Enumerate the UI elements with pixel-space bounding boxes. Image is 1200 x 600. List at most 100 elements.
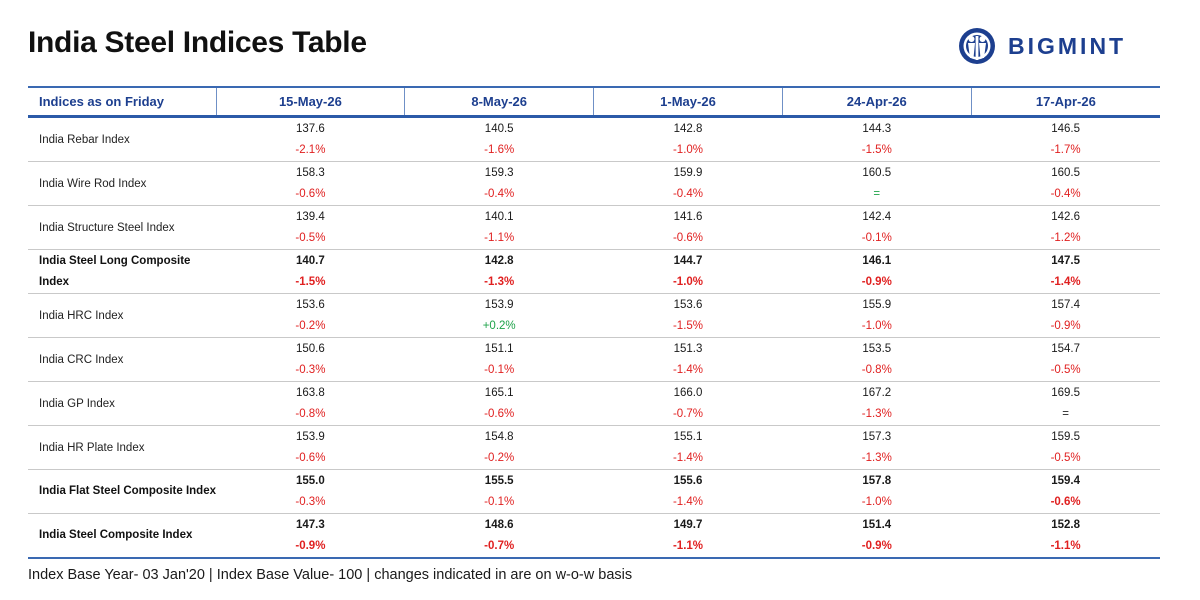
index-cell: 147.3 -0.9% [216,514,405,559]
index-value: 159.3 [484,167,514,179]
index-value: 153.9 [296,431,325,443]
index-cell: 160.5 = [782,161,972,206]
weekly-change: -0.5% [295,232,326,244]
index-cell: 157.3 -1.3% [782,425,972,470]
index-cell: 139.4 -0.5% [216,205,405,250]
weekly-change: -0.2% [295,320,326,332]
index-name: India CRC Index [28,337,216,382]
table-row: India HR Plate Index 153.9 -0.6% 154.8 -0.2%… [28,425,1160,470]
weekly-change: -1.1% [672,540,704,552]
weekly-change: -0.3% [295,496,326,508]
index-cell: 159.4 -0.6% [971,469,1160,514]
index-cell: 152.8 -1.1% [971,514,1160,559]
header-date: 24-Apr-26 [781,87,972,118]
index-name: India HRC Index [28,293,216,338]
index-cell: 148.6 -0.7% [405,514,594,559]
index-cell: 155.1 -1.4% [593,425,783,470]
table-row: India Wire Rod Index 158.3 -0.6% 159.3 -0.4%… [28,161,1160,206]
index-value: 153.6 [296,299,325,311]
index-cell: 153.9 +0.2% [404,293,594,338]
index-value: 154.8 [484,431,514,443]
index-value: 155.5 [484,475,514,487]
index-value: 147.5 [1051,255,1080,267]
page-title: India Steel Indices Table [28,26,367,59]
index-cell: 144.3 -1.5% [782,116,972,162]
index-value: 155.9 [862,299,892,311]
index-cell: 158.3 -0.6% [216,161,405,206]
index-value: 159.4 [1051,475,1080,487]
table-row: India Steel Long Composite Index 140.7 -1.… [28,249,1160,294]
index-cell: 151.3 -1.4% [593,337,783,382]
index-value: 154.7 [1051,343,1080,355]
table-row: India CRC Index 150.6 -0.3% 151.1 -0.1% 151.3… [28,337,1160,382]
index-cell: 160.5 -0.4% [971,161,1160,206]
index-cell: 144.7 -1.0% [593,249,783,294]
index-value: 141.6 [673,211,703,223]
index-value: 137.6 [296,123,325,135]
index-cell: 147.5 -1.4% [971,249,1160,294]
index-cell: 166.0 -0.7% [593,381,783,426]
weekly-change: -0.1% [861,232,892,244]
index-name: India HR Plate Index [28,425,216,470]
weekly-change: = [873,188,881,200]
index-cell: 163.8 -0.8% [216,381,405,426]
index-name: India GP Index [28,381,216,426]
weekly-change: -0.9% [861,540,892,552]
weekly-change: -1.3% [861,408,892,420]
index-value: 159.5 [1051,431,1080,443]
index-name: India Steel Long Composite Index [28,249,216,294]
header-date: 8-May-26 [404,87,594,118]
index-value: 157.4 [1051,299,1080,311]
index-value: 157.3 [862,431,892,443]
weekly-change: -1.5% [672,320,704,332]
weekly-change: -0.8% [861,364,892,376]
index-cell: 159.9 -0.4% [593,161,783,206]
footer-note: Index Base Year- 03 Jan'20 | Index Base … [28,567,633,583]
index-cell: 154.7 -0.5% [971,337,1160,382]
index-cell: 167.2 -1.3% [782,381,972,426]
index-cell: 142.6 -1.2% [971,205,1160,250]
index-value: 146.1 [862,255,892,267]
index-cell: 159.5 -0.5% [971,425,1160,470]
index-cell: 150.6 -0.3% [216,337,405,382]
weekly-change: -1.0% [861,496,892,508]
weekly-change: -0.8% [295,408,326,420]
index-value: 157.8 [862,475,892,487]
index-value: 159.9 [673,167,703,179]
index-value: 165.1 [484,387,514,399]
index-value: 153.5 [862,343,892,355]
index-value: 149.7 [673,519,703,531]
steel-indices-table: Indices as on Friday 15-May-26 8-May-26 … [28,86,1160,559]
index-cell: 151.4 -0.9% [782,514,971,559]
weekly-change: -0.7% [672,408,704,420]
index-cell: 153.6 -1.5% [593,293,783,338]
weekly-change: +0.2% [482,320,516,332]
weekly-change: -0.6% [1050,496,1081,508]
weekly-change: -1.4% [1050,276,1081,288]
weekly-change: -0.5% [1050,452,1081,464]
weekly-change: -0.6% [672,232,704,244]
header-date: 15-May-26 [215,87,405,118]
index-value: 144.7 [673,255,703,267]
weekly-change: -0.4% [484,188,515,200]
index-cell: 165.1 -0.6% [404,381,594,426]
index-cell: 155.0 -0.3% [216,469,405,514]
weekly-change: -1.1% [484,232,515,244]
index-cell: 140.1 -1.1% [404,205,594,250]
header-date: 17-Apr-26 [970,87,1160,118]
index-value: 151.1 [484,343,514,355]
index-value: 158.3 [296,167,325,179]
index-cell: 142.8 -1.0% [593,116,783,162]
weekly-change: -0.4% [1050,188,1081,200]
index-value: 166.0 [673,387,703,399]
index-value: 146.5 [1051,123,1080,135]
bigmint-emblem-icon [959,28,995,64]
weekly-change: -1.4% [672,452,704,464]
index-value: 155.1 [673,431,703,443]
table-row: India Structure Steel Index 139.4 -0.5% 140… [28,205,1160,250]
index-value: 155.6 [673,475,703,487]
index-value: 142.6 [1051,211,1080,223]
index-value: 153.9 [484,299,514,311]
index-cell: 140.7 -1.5% [216,249,405,294]
index-value: 142.8 [484,255,514,267]
